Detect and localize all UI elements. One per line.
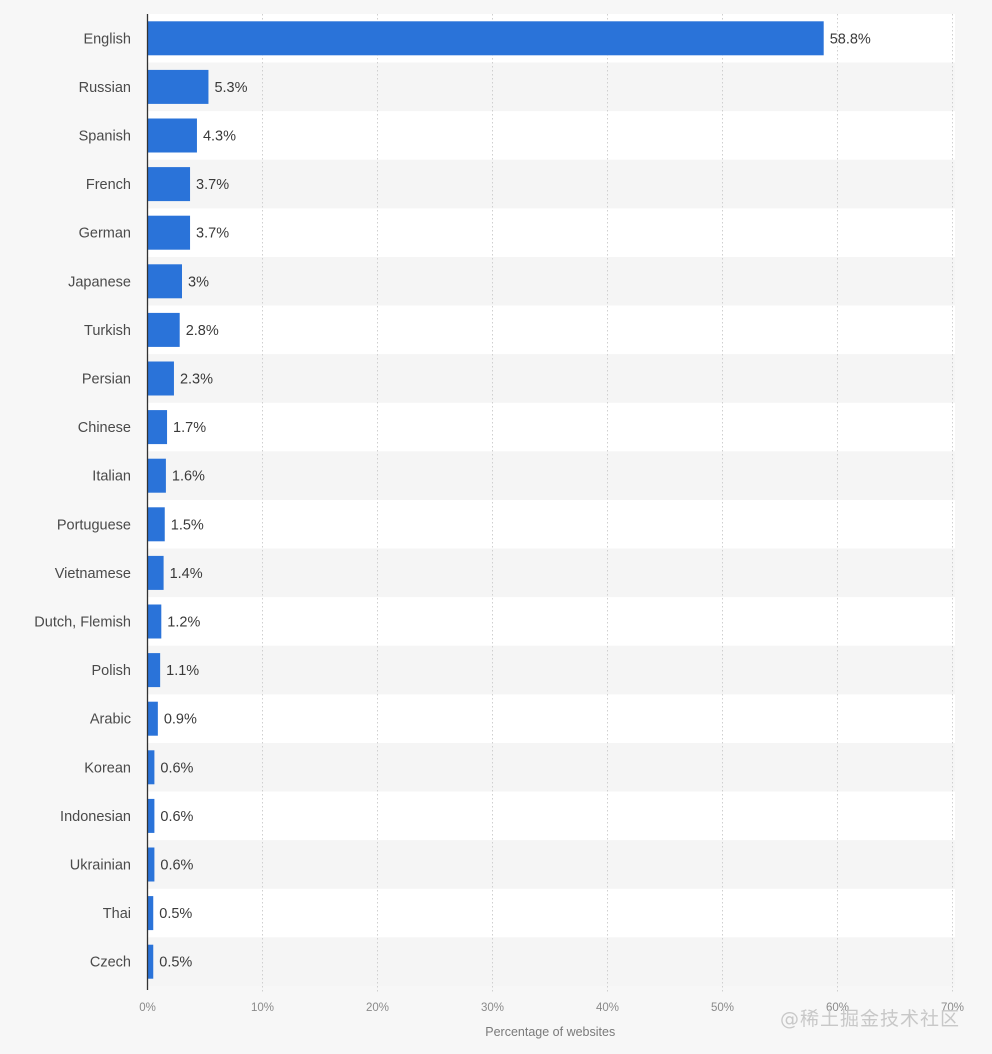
category-label: Vietnamese [55,566,131,582]
value-label: 2.3% [180,372,213,388]
bar-korean [147,750,155,785]
category-label: Ukrainian [70,858,131,874]
category-label: Italian [92,469,131,485]
row-band [147,937,955,986]
row-band [147,208,955,257]
value-label: 2.8% [186,323,219,339]
row-band [147,451,955,500]
bar-thai [147,896,154,931]
bar-vietnamese [147,555,164,590]
x-axis-title: Percentage of websites [485,1025,615,1039]
bar-french [147,167,191,202]
category-label: Thai [103,906,131,922]
category-label: German [79,226,131,242]
category-label: Polish [92,663,132,679]
bars [147,21,824,979]
value-label: 1.1% [166,663,199,679]
row-band [147,694,955,743]
value-label: 58.8% [830,31,871,47]
bar-spanish [147,118,197,153]
bar-polish [147,653,161,688]
bar-italian [147,458,166,493]
x-tick-label: 40% [596,1002,619,1014]
value-labels: 58.8% 5.3% 4.3% 3.7% 3.7% 3% 2.8% 2.3% 1.7% 1.6% 1… [159,31,871,970]
value-label: 1.2% [167,615,200,631]
bar-dutch-flemish [147,604,162,639]
bar-chinese [147,410,168,445]
value-label: 0.5% [159,906,192,922]
x-tick-label: 20% [366,1002,389,1014]
bar-japanese [147,264,182,299]
value-label: 3.7% [196,226,229,242]
value-label: 3.7% [196,177,229,193]
category-label: Indonesian [60,809,131,825]
category-label: Arabic [90,712,131,728]
bar-turkish [147,312,180,347]
row-band [147,840,955,889]
value-label: 0.9% [164,712,197,728]
category-label: Chinese [78,420,131,436]
category-label: Portuguese [57,517,131,533]
bar-arabic [147,701,158,736]
row-band [147,597,955,646]
x-tick-label: 10% [251,1002,274,1014]
row-band [147,645,955,695]
value-label: 4.3% [203,129,236,145]
gridlines [262,14,953,992]
value-label: 1.5% [171,517,204,533]
row-band [147,500,955,549]
row-band [147,888,955,938]
category-label: French [86,177,131,193]
value-label: 1.7% [173,420,206,436]
bar-ukrainian [147,847,155,882]
row-band [147,111,955,160]
row-band [147,354,955,403]
bar-persian [147,361,174,396]
x-tick-label: 60% [826,1002,849,1014]
bar-english [147,21,824,56]
row-band [147,305,955,355]
category-labels: English Russian Spanish French German Japanes… [34,31,131,970]
x-tick-label: 0% [139,1002,156,1014]
x-tick-label: 30% [481,1002,504,1014]
value-label: 5.3% [214,80,247,96]
category-label: English [83,31,131,47]
bar-german [147,215,191,250]
bar-portuguese [147,507,165,542]
bar-indonesian [147,798,155,833]
row-band [147,548,955,598]
value-label: 0.5% [159,955,192,971]
category-label: Dutch, Flemish [34,615,131,631]
category-label: Turkish [84,323,131,339]
category-label: Russian [79,80,131,96]
x-tick-label: 50% [711,1002,734,1014]
x-tick-labels: 0% 10% 20% 30% 40% 50% 60% 70% [139,1002,964,1014]
category-label: Japanese [68,274,131,290]
category-label: Spanish [79,129,131,145]
value-label: 1.4% [170,566,203,582]
category-label: Czech [90,955,131,971]
bar-russian [147,69,209,104]
category-label: Korean [84,760,131,776]
value-label: 0.6% [160,809,193,825]
value-label: 0.6% [160,760,193,776]
value-label: 3% [188,274,209,290]
row-band [147,257,955,306]
row-band [147,62,955,112]
watermark: @稀土掘金技术社区 [780,1008,961,1030]
value-label: 1.6% [172,469,205,485]
bar-czech [147,944,154,979]
row-band [147,159,955,209]
value-label: 0.6% [160,858,193,874]
row-band [147,743,955,792]
category-label: Persian [82,372,131,388]
row-band [147,402,955,452]
row-band [147,791,955,841]
row-bands [147,14,955,986]
x-tick-label: 70% [941,1002,964,1014]
